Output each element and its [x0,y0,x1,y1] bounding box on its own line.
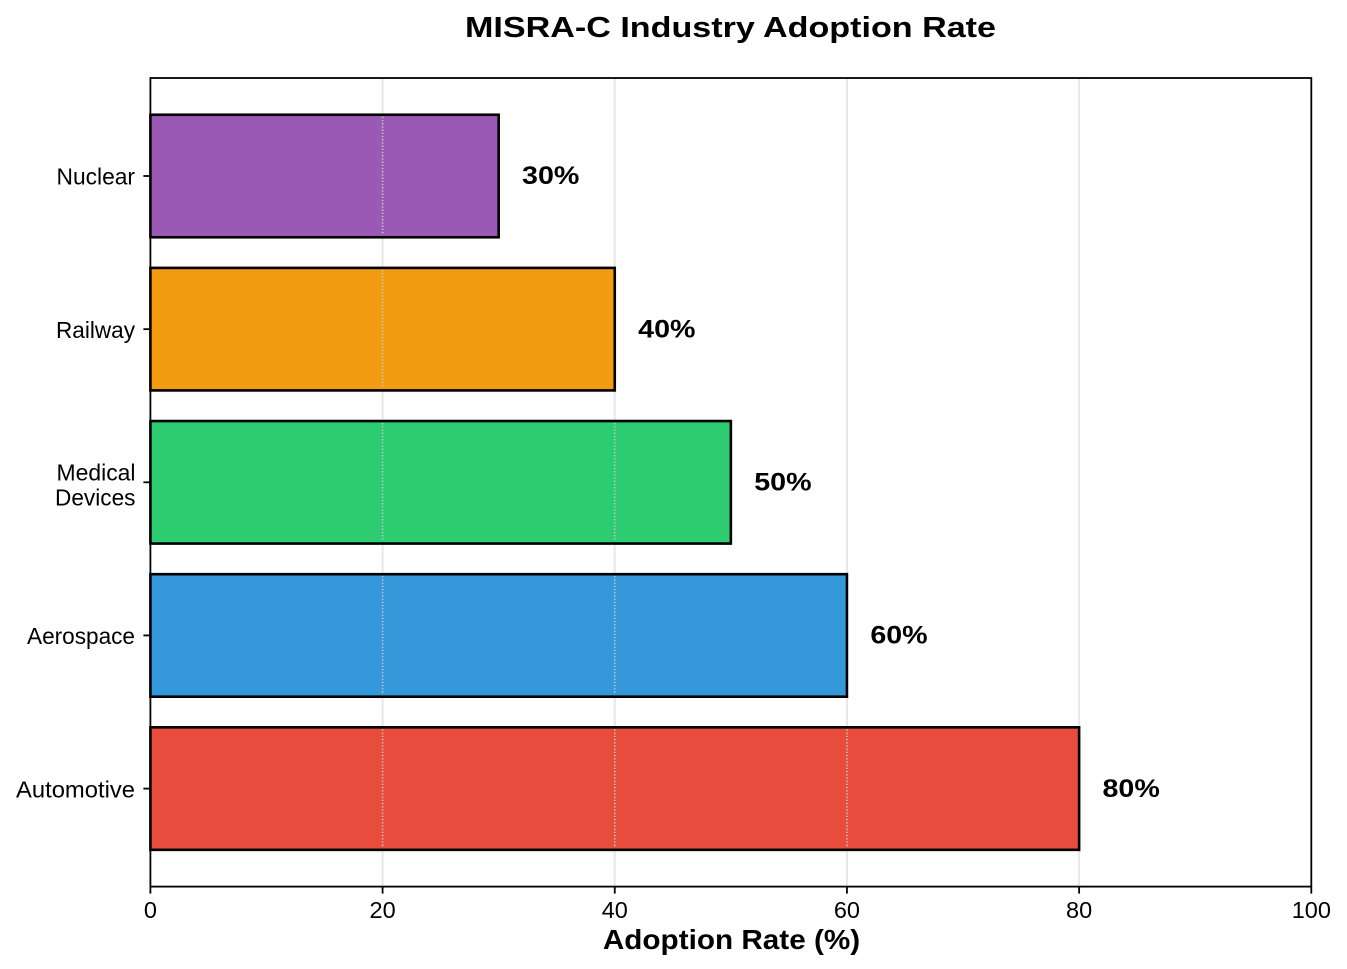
svg-text:100: 100 [1292,897,1331,923]
svg-text:30%: 30% [522,162,579,190]
svg-text:50%: 50% [754,469,811,497]
svg-text:Aerospace: Aerospace [27,623,135,649]
svg-text:40%: 40% [638,315,695,343]
svg-text:60: 60 [834,897,860,923]
svg-text:Adoption Rate (%): Adoption Rate (%) [603,924,860,955]
svg-text:80: 80 [1066,897,1092,923]
svg-text:Railway: Railway [56,317,135,343]
svg-text:Medical: Medical [57,460,136,486]
svg-text:Automotive: Automotive [16,776,135,802]
svg-text:40: 40 [602,897,628,923]
svg-text:20: 20 [370,897,396,923]
svg-text:Devices: Devices [55,485,136,511]
svg-text:80%: 80% [1103,775,1160,803]
svg-text:Nuclear: Nuclear [57,164,136,190]
svg-text:0: 0 [144,897,157,923]
svg-text:MISRA-C Industry Adoption Rate: MISRA-C Industry Adoption Rate [465,12,996,44]
svg-text:60%: 60% [870,622,927,650]
